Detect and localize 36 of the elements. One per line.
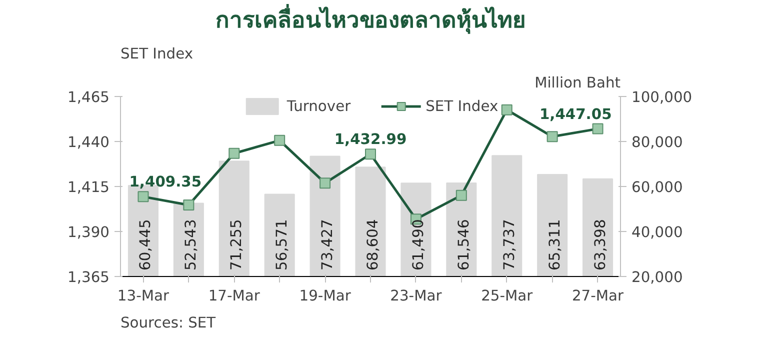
x-tick-label: 27-Mar [572, 288, 625, 304]
legend-label: SET Index [426, 98, 498, 114]
data-label: 68,604 [364, 219, 382, 270]
x-tick-label: 13-Mar [117, 288, 170, 304]
data-label: 73,737 [500, 219, 518, 270]
data-label: 1,432.99 [334, 131, 407, 148]
data-label: 1,409.35 [129, 174, 202, 191]
x-tick-label: 17-Mar [208, 288, 261, 304]
y2-tick-label: 60,000 [632, 179, 683, 196]
x-tick-label: 25-Mar [481, 288, 534, 304]
data-label: 61,490 [410, 219, 427, 270]
y-axis-title: SET Index [120, 46, 194, 62]
y-tick-label: 1,390 [68, 224, 110, 241]
x-tick-label: 19-Mar [299, 288, 352, 304]
data-label: 73,427 [319, 219, 336, 270]
data-label: 71,255 [228, 219, 246, 270]
data-label: 60,445 [137, 219, 154, 270]
data-label: 1,447.05 [539, 106, 612, 123]
data-label: 61,546 [455, 219, 472, 270]
y2-axis-title: Million Baht [534, 74, 621, 92]
source-note: Sources: SET [120, 314, 216, 332]
y2-tick-label: 40,000 [632, 224, 683, 241]
y-tick-label: 1,365 [68, 269, 110, 286]
chart-title: การเคลื่อนไหวของตลาดหุ้นไทย [216, 4, 526, 34]
data-label: 52,543 [182, 219, 200, 270]
y-tick-label: 1,465 [68, 89, 110, 106]
data-label: 65,311 [546, 219, 564, 270]
x-tick-label: 23-Mar [390, 288, 443, 304]
y2-tick-label: 20,000 [632, 269, 683, 286]
y2-tick-label: 100,000 [632, 89, 692, 106]
legend-label: Turnover [286, 98, 351, 114]
y2-tick-label: 80,000 [632, 134, 683, 151]
data-label: 63,398 [592, 219, 609, 270]
y-tick-label: 1,415 [68, 179, 110, 196]
data-label: 56,571 [274, 219, 291, 270]
y-tick-label: 1,440 [68, 134, 110, 151]
